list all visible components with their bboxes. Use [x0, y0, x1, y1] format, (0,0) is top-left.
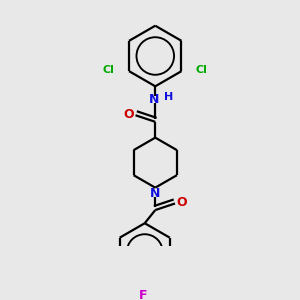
Text: Cl: Cl — [103, 65, 115, 75]
Text: H: H — [164, 92, 173, 102]
Text: N: N — [149, 93, 159, 106]
Text: N: N — [150, 188, 160, 200]
Text: F: F — [139, 289, 148, 300]
Text: O: O — [123, 108, 134, 121]
Text: O: O — [177, 196, 188, 209]
Text: Cl: Cl — [196, 65, 208, 75]
